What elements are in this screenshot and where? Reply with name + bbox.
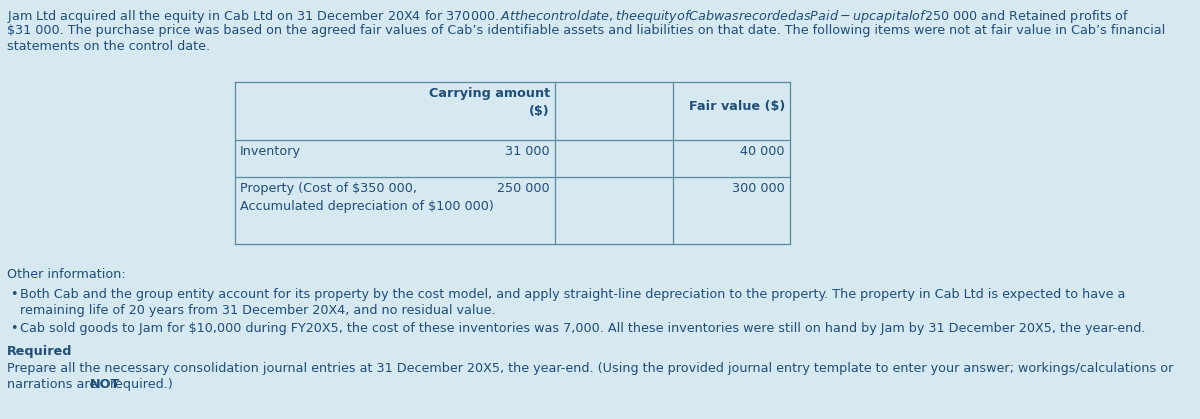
Text: NOT: NOT: [90, 378, 120, 391]
Text: Jam Ltd acquired all the equity in Cab Ltd on 31 December 20X4 for $370 000. At : Jam Ltd acquired all the equity in Cab L…: [7, 8, 1129, 25]
Text: narrations are: narrations are: [7, 378, 101, 391]
Text: 31 000: 31 000: [505, 145, 550, 158]
Text: Property (Cost of $350 000,
Accumulated depreciation of $100 000): Property (Cost of $350 000, Accumulated …: [240, 182, 493, 213]
Text: 250 000: 250 000: [497, 182, 550, 195]
Text: Prepare all the necessary consolidation journal entries at 31 December 20X5, the: Prepare all the necessary consolidation …: [7, 362, 1174, 375]
Text: Required: Required: [7, 345, 72, 358]
Text: Inventory: Inventory: [240, 145, 301, 158]
Text: 40 000: 40 000: [740, 145, 785, 158]
Text: $31 000. The purchase price was based on the agreed fair values of Cab’s identif: $31 000. The purchase price was based on…: [7, 24, 1165, 37]
Text: Both Cab and the group entity account for its property by the cost model, and ap: Both Cab and the group entity account fo…: [20, 288, 1126, 301]
Text: •: •: [10, 288, 18, 301]
Text: Other information:: Other information:: [7, 268, 126, 281]
Text: remaining life of 20 years from 31 December 20X4, and no residual value.: remaining life of 20 years from 31 Decem…: [20, 304, 496, 317]
Text: Fair value ($): Fair value ($): [689, 100, 785, 113]
Text: 300 000: 300 000: [732, 182, 785, 195]
Text: statements on the control date.: statements on the control date.: [7, 40, 210, 53]
Text: Carrying amount
($): Carrying amount ($): [428, 87, 550, 117]
Text: required.): required.): [106, 378, 173, 391]
Text: :: :: [56, 345, 60, 358]
Text: Cab sold goods to Jam for $10,000 during FY20X5, the cost of these inventories w: Cab sold goods to Jam for $10,000 during…: [20, 322, 1146, 335]
Text: •: •: [10, 322, 18, 335]
